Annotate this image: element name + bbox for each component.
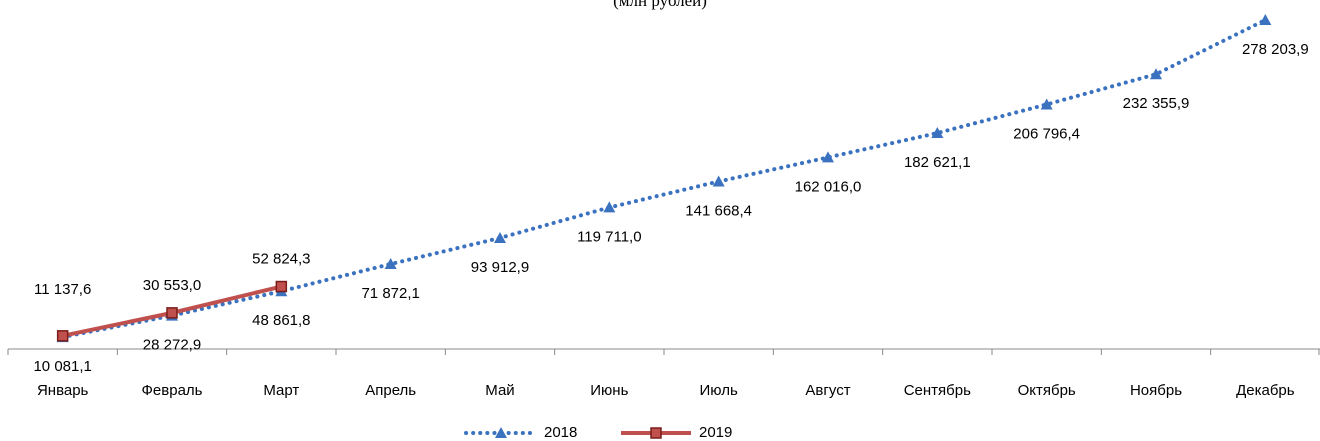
data-point (166, 307, 178, 319)
data-label: 119 711,0 (577, 228, 642, 245)
data-label: 11 137,6 (34, 281, 91, 298)
data-label: 30 553,0 (143, 277, 201, 294)
legend-item: 2019 (621, 424, 732, 441)
data-point (275, 280, 288, 293)
x-tick-label: Декабрь (1236, 382, 1295, 399)
series-line (60, 18, 1268, 340)
x-tick-label: Май (485, 382, 514, 399)
data-label: 10 081,1 (33, 358, 91, 375)
legend-label: 2019 (699, 424, 732, 441)
data-point (603, 201, 616, 213)
x-tick-label: Ноябрь (1130, 382, 1182, 399)
data-point (1150, 68, 1162, 80)
data-label: 93 912,9 (471, 259, 529, 276)
data-label: 141 668,4 (685, 202, 752, 219)
legend-marker (495, 427, 507, 438)
data-label: 28 272,9 (143, 337, 201, 354)
x-tick-label: Январь (37, 382, 89, 399)
data-label: 206 796,4 (1013, 125, 1080, 142)
data-point (822, 151, 834, 163)
data-point (1259, 14, 1272, 25)
x-tick-label: Сентябрь (904, 382, 971, 399)
data-label: 182 621,1 (904, 154, 971, 171)
x-tick-label: Февраль (142, 382, 203, 399)
data-label: 71 872,1 (361, 285, 419, 302)
data-label: 48 861,8 (252, 312, 310, 329)
data-label: 232 355,9 (1123, 95, 1190, 112)
data-point (712, 175, 725, 187)
data-label: 162 016,0 (795, 178, 862, 195)
x-tick-label: Июнь (590, 382, 628, 399)
x-tick-label: Октябрь (1018, 382, 1076, 399)
data-point (384, 258, 397, 270)
data-label: 52 824,3 (252, 250, 310, 267)
data-point (1040, 98, 1053, 110)
legend-item: 2018 (464, 424, 577, 441)
legend-label: 2018 (544, 424, 577, 441)
chart-subtitle: (млн рублей) (613, 0, 707, 10)
data-label: 278 203,9 (1242, 41, 1309, 58)
data-point (494, 231, 506, 243)
x-tick-label: Март (263, 382, 299, 399)
data-point (56, 330, 69, 342)
x-tick-label: Июль (700, 382, 738, 399)
legend-marker (650, 427, 662, 439)
x-tick-label: Август (805, 382, 850, 399)
data-point (931, 127, 944, 139)
x-tick-label: Апрель (365, 382, 416, 399)
